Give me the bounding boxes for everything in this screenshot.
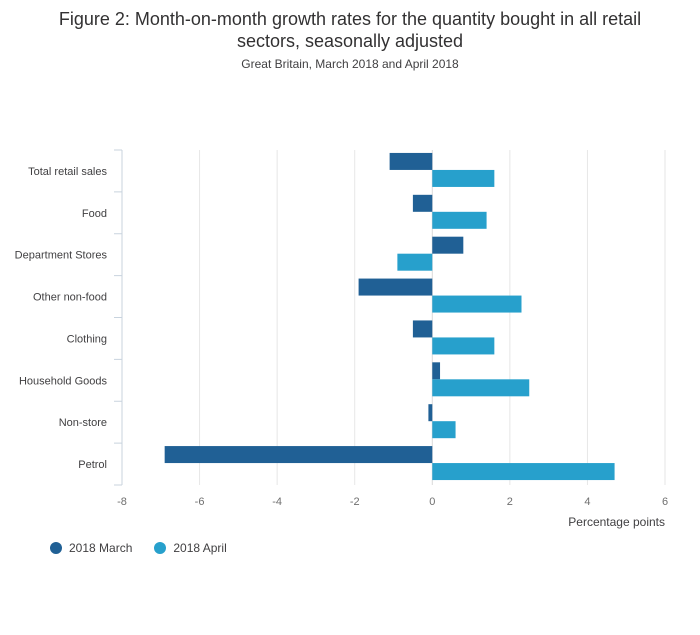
bar-april: [397, 253, 433, 271]
bar-march: [358, 278, 433, 296]
x-tick-label: 4: [584, 496, 590, 508]
x-tick-label: -4: [272, 496, 282, 508]
x-tick-label: -8: [117, 496, 127, 508]
chart-title: Figure 2: Month-on-month growth rates fo…: [20, 8, 680, 52]
chart-title-line-2: sectors, seasonally adjusted: [236, 31, 464, 51]
chart-title-line-1: Figure 2: Month-on-month growth rates fo…: [58, 9, 642, 29]
category-label: Department Stores: [15, 250, 108, 262]
legend-item-march: 2018 March: [50, 541, 132, 555]
category-label: Clothing: [67, 333, 107, 345]
x-tick-label: 0: [429, 496, 435, 508]
chart-subtitle: Great Britain, March 2018 and April 2018: [241, 57, 459, 71]
category-label: Non-store: [59, 417, 107, 429]
x-tick-label: 2: [507, 496, 513, 508]
legend-label-april: 2018 April: [173, 541, 227, 555]
category-label: Household Goods: [19, 375, 108, 387]
bar-march: [412, 194, 433, 212]
bar-april: [432, 421, 456, 439]
x-tick-label: -6: [195, 496, 205, 508]
bar-march: [428, 404, 433, 422]
chart-legend: 2018 March 2018 April: [50, 541, 249, 555]
legend-label-march: 2018 March: [69, 541, 133, 555]
bar-april: [432, 379, 530, 397]
bar-march: [164, 446, 433, 464]
legend-swatch-march: [50, 542, 62, 554]
bar-april: [432, 169, 495, 187]
bar-april: [432, 211, 487, 229]
category-label: Food: [82, 208, 107, 220]
category-label: Other non-food: [33, 292, 107, 304]
bar-march: [432, 236, 464, 254]
bar-april: [432, 337, 495, 355]
bar-march: [389, 152, 433, 170]
bar-march: [412, 320, 433, 338]
legend-swatch-april: [154, 542, 167, 554]
bar-april: [432, 463, 615, 481]
x-tick-label: 6: [662, 496, 668, 508]
bar-april: [432, 295, 522, 313]
bar-march: [432, 362, 441, 380]
category-label: Total retail sales: [28, 166, 107, 178]
x-axis-title: Percentage points: [568, 515, 665, 529]
x-tick-label: -2: [350, 496, 360, 508]
category-label: Petrol: [78, 459, 107, 471]
legend-item-april: 2018 April: [154, 541, 227, 555]
